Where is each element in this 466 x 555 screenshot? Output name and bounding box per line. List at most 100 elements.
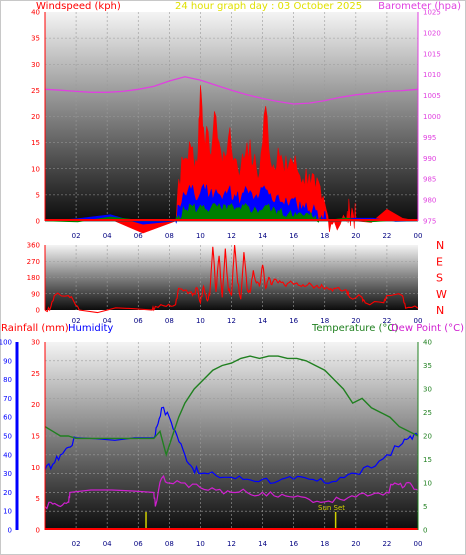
- humidity-tick: 100: [0, 339, 12, 347]
- rainfall-tick: 20: [31, 401, 40, 409]
- barometer-tick: 995: [423, 134, 436, 142]
- barometer-line: [44, 76, 419, 105]
- 1-x-tick: 22: [382, 317, 391, 325]
- direction-tick: 0: [36, 307, 40, 315]
- humidity-tick: 40: [3, 451, 12, 459]
- wind-gust-area: [44, 85, 419, 234]
- 1-x-tick: 02: [72, 317, 81, 325]
- temp-panel: [44, 342, 419, 530]
- 2-x-tick: 02: [72, 540, 81, 548]
- direction-tick: 360: [27, 242, 40, 250]
- 2-x-tick: 04: [103, 540, 112, 548]
- 0-x-tick: 02: [72, 232, 81, 240]
- rainfall-tick: 15: [31, 433, 40, 441]
- humidity-tick: 0: [8, 527, 12, 535]
- temperature-tick: 15: [423, 456, 432, 464]
- windspeed-label: Windspeed (kph): [36, 1, 121, 12]
- 0-x-tick: 08: [165, 232, 174, 240]
- temperature-tick: 5: [423, 503, 427, 511]
- temperature-tick: 35: [423, 362, 432, 370]
- temperature-tick: 40: [423, 339, 432, 347]
- windspeed-tick: 40: [31, 9, 40, 17]
- temperature-tick: 0: [423, 527, 427, 535]
- 1-x-tick: 14: [258, 317, 267, 325]
- 1-x-tick: 06: [134, 317, 143, 325]
- humidity-tick: 80: [3, 376, 12, 384]
- 0-x-tick: 16: [289, 232, 298, 240]
- barometer-tick: 980: [423, 197, 436, 205]
- windspeed-tick: 20: [31, 113, 40, 121]
- 1-x-tick: 20: [351, 317, 360, 325]
- temperature-line: [44, 355, 419, 458]
- 1-x-tick: 00: [414, 317, 423, 325]
- humidity-tick: 30: [3, 470, 12, 478]
- 1-x-tick: 04: [103, 317, 112, 325]
- barometer-tick: 1010: [423, 71, 441, 79]
- 2-x-tick: 06: [134, 540, 143, 548]
- humidity-tick: 60: [3, 414, 12, 422]
- temperature-tick: 25: [423, 409, 432, 417]
- temperature-label: Temperature (°C): [311, 323, 398, 334]
- 0-x-tick: 14: [258, 232, 267, 240]
- sun-set-label: Sun Set: [318, 504, 345, 512]
- barometer-tick: 1000: [423, 113, 441, 121]
- barometer-tick: 1015: [423, 50, 441, 58]
- compass-label: N: [436, 304, 444, 317]
- 1-x-tick: 10: [196, 317, 205, 325]
- compass-label: S: [436, 272, 443, 285]
- 2-x-tick: 20: [351, 540, 360, 548]
- 0-x-tick: 00: [414, 232, 423, 240]
- rainfall-tick: 5: [36, 495, 40, 503]
- barometer-tick: 975: [423, 218, 436, 226]
- dewpoint-label: Dew Point (°C): [391, 323, 464, 334]
- wind-direction-line: [44, 244, 419, 314]
- wind-low-area: [44, 202, 419, 223]
- 0-x-tick: 04: [103, 232, 112, 240]
- direction-tick: 90: [31, 290, 40, 298]
- windspeed-tick: 25: [31, 87, 40, 95]
- direction-tick: 180: [27, 274, 40, 282]
- windspeed-tick: 15: [31, 139, 40, 147]
- 2-x-tick: 12: [227, 540, 236, 548]
- windspeed-tick: 0: [36, 218, 40, 226]
- rainfall-tick: 10: [31, 464, 40, 472]
- humidity-label: Humidity: [68, 323, 113, 334]
- chart-title: 24 hour graph day : 03 October 2025: [175, 1, 362, 12]
- rainfall-tick: 25: [31, 370, 40, 378]
- 2-x-tick: 18: [320, 540, 329, 548]
- direction-tick: 270: [27, 258, 40, 266]
- barometer-tick: 1025: [423, 9, 441, 17]
- temperature-tick: 30: [423, 386, 432, 394]
- barometer-tick: 1005: [423, 92, 441, 100]
- windspeed-tick: 10: [31, 165, 40, 173]
- windspeed-tick: 35: [31, 35, 40, 43]
- compass-label: E: [436, 255, 443, 268]
- 1-x-tick: 18: [320, 317, 329, 325]
- humidity-tick: 50: [3, 433, 12, 441]
- windspeed-tick: 30: [31, 61, 40, 69]
- temperature-tick: 20: [423, 433, 432, 441]
- 2-x-tick: 16: [289, 540, 298, 548]
- temperature-tick: 10: [423, 480, 432, 488]
- barometer-tick: 985: [423, 176, 436, 184]
- 0-x-tick: 22: [382, 232, 391, 240]
- compass-label: W: [436, 288, 447, 301]
- rainfall-tick: 0: [36, 527, 40, 535]
- 1-x-tick: 12: [227, 317, 236, 325]
- humidity-line: [44, 406, 419, 484]
- 0-x-tick: 18: [320, 232, 329, 240]
- 2-x-tick: 10: [196, 540, 205, 548]
- 0-x-tick: 06: [134, 232, 143, 240]
- humidity-tick: 20: [3, 489, 12, 497]
- 1-x-tick: 16: [289, 317, 298, 325]
- rainfall-tick: 30: [31, 339, 40, 347]
- compass-label: N: [436, 239, 444, 252]
- 0-x-tick: 10: [196, 232, 205, 240]
- barometer-tick: 990: [423, 155, 436, 163]
- windspeed-tick: 5: [36, 191, 40, 199]
- 0-x-tick: 20: [351, 232, 360, 240]
- rainfall-label: Rainfall (mm): [1, 323, 69, 334]
- wind-baro-panel: [44, 12, 419, 234]
- 2-x-tick: 08: [165, 540, 174, 548]
